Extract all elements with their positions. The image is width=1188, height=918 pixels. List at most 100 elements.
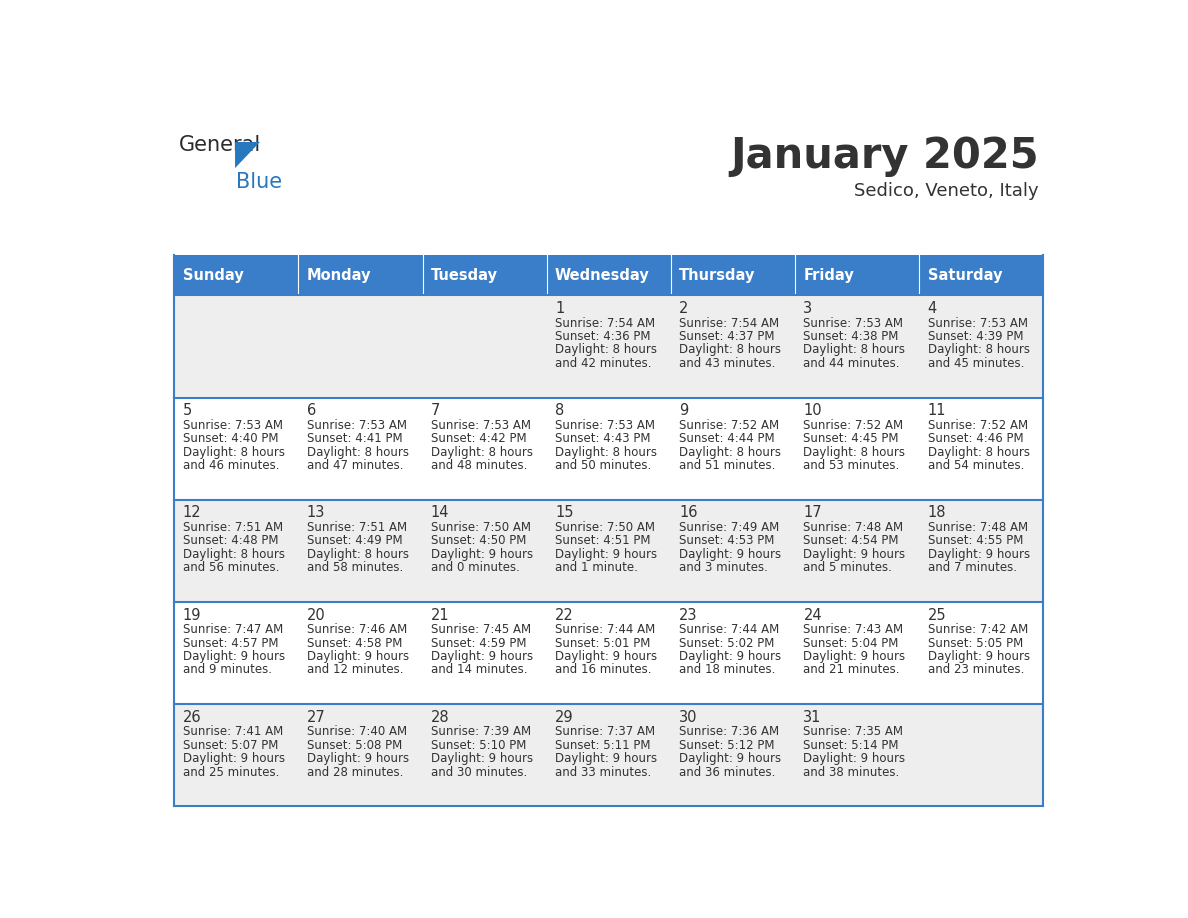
Text: 11: 11 <box>928 403 946 419</box>
Text: Sunrise: 7:35 AM: Sunrise: 7:35 AM <box>803 725 903 738</box>
Text: Sunset: 5:12 PM: Sunset: 5:12 PM <box>680 739 775 752</box>
Text: Sunset: 4:53 PM: Sunset: 4:53 PM <box>680 534 775 547</box>
Text: 7: 7 <box>431 403 441 419</box>
Text: Sunset: 4:48 PM: Sunset: 4:48 PM <box>183 534 278 547</box>
Text: Sunrise: 7:48 AM: Sunrise: 7:48 AM <box>803 521 904 534</box>
Text: Blue: Blue <box>236 173 282 193</box>
Text: Sunrise: 7:54 AM: Sunrise: 7:54 AM <box>555 317 655 330</box>
Text: Daylight: 9 hours: Daylight: 9 hours <box>803 548 905 561</box>
Text: and 33 minutes.: and 33 minutes. <box>555 766 651 778</box>
Text: and 56 minutes.: and 56 minutes. <box>183 561 279 575</box>
Text: Daylight: 9 hours: Daylight: 9 hours <box>183 752 285 766</box>
Text: Tuesday: Tuesday <box>431 268 498 283</box>
Text: and 30 minutes.: and 30 minutes. <box>431 766 527 778</box>
Text: Sunrise: 7:44 AM: Sunrise: 7:44 AM <box>680 623 779 636</box>
Text: Sunset: 4:57 PM: Sunset: 4:57 PM <box>183 636 278 650</box>
Text: 18: 18 <box>928 506 946 521</box>
Text: and 46 minutes.: and 46 minutes. <box>183 459 279 472</box>
Text: 14: 14 <box>431 506 449 521</box>
Text: and 12 minutes.: and 12 minutes. <box>307 664 403 677</box>
Text: Sunset: 5:02 PM: Sunset: 5:02 PM <box>680 636 775 650</box>
Text: and 21 minutes.: and 21 minutes. <box>803 664 899 677</box>
Text: Sunrise: 7:51 AM: Sunrise: 7:51 AM <box>183 521 283 534</box>
Text: Sunset: 4:40 PM: Sunset: 4:40 PM <box>183 432 278 445</box>
Text: Sunset: 5:07 PM: Sunset: 5:07 PM <box>183 739 278 752</box>
Text: Daylight: 8 hours: Daylight: 8 hours <box>307 445 409 459</box>
Bar <box>546 255 671 296</box>
Text: Daylight: 9 hours: Daylight: 9 hours <box>680 752 782 766</box>
Text: 12: 12 <box>183 506 201 521</box>
Text: General: General <box>179 135 261 155</box>
Text: and 14 minutes.: and 14 minutes. <box>431 664 527 677</box>
Text: Sunrise: 7:42 AM: Sunrise: 7:42 AM <box>928 623 1028 636</box>
Text: Daylight: 9 hours: Daylight: 9 hours <box>431 650 533 663</box>
Text: and 50 minutes.: and 50 minutes. <box>555 459 651 472</box>
Text: Sunset: 4:49 PM: Sunset: 4:49 PM <box>307 534 403 547</box>
Text: Sunset: 4:43 PM: Sunset: 4:43 PM <box>555 432 651 445</box>
Text: Sunset: 5:14 PM: Sunset: 5:14 PM <box>803 739 899 752</box>
Text: Sunset: 4:45 PM: Sunset: 4:45 PM <box>803 432 899 445</box>
Text: Sunset: 4:38 PM: Sunset: 4:38 PM <box>803 330 899 343</box>
Text: 31: 31 <box>803 710 822 725</box>
Text: 8: 8 <box>555 403 564 419</box>
Text: Daylight: 9 hours: Daylight: 9 hours <box>555 548 657 561</box>
Text: 15: 15 <box>555 506 574 521</box>
Text: and 23 minutes.: and 23 minutes. <box>928 664 1024 677</box>
Text: 21: 21 <box>431 608 449 622</box>
Text: Wednesday: Wednesday <box>555 268 650 283</box>
Text: 2: 2 <box>680 301 689 316</box>
Text: Daylight: 8 hours: Daylight: 8 hours <box>183 445 285 459</box>
Polygon shape <box>235 142 260 168</box>
Text: Daylight: 9 hours: Daylight: 9 hours <box>555 650 657 663</box>
Text: Sunset: 4:59 PM: Sunset: 4:59 PM <box>431 636 526 650</box>
Bar <box>175 499 1043 602</box>
Text: and 54 minutes.: and 54 minutes. <box>928 459 1024 472</box>
Text: 16: 16 <box>680 506 697 521</box>
Text: 3: 3 <box>803 301 813 316</box>
Text: Daylight: 8 hours: Daylight: 8 hours <box>803 445 905 459</box>
Text: Daylight: 9 hours: Daylight: 9 hours <box>431 548 533 561</box>
Text: Sunset: 4:39 PM: Sunset: 4:39 PM <box>928 330 1023 343</box>
Text: Sunrise: 7:53 AM: Sunrise: 7:53 AM <box>307 419 406 431</box>
Text: 27: 27 <box>307 710 326 725</box>
Text: and 38 minutes.: and 38 minutes. <box>803 766 899 778</box>
Text: Sunset: 5:10 PM: Sunset: 5:10 PM <box>431 739 526 752</box>
Text: Sunrise: 7:45 AM: Sunrise: 7:45 AM <box>431 623 531 636</box>
Text: and 58 minutes.: and 58 minutes. <box>307 561 403 575</box>
Text: Sunrise: 7:39 AM: Sunrise: 7:39 AM <box>431 725 531 738</box>
Text: Daylight: 8 hours: Daylight: 8 hours <box>680 343 782 356</box>
Text: and 43 minutes.: and 43 minutes. <box>680 357 776 370</box>
Text: Daylight: 9 hours: Daylight: 9 hours <box>307 650 409 663</box>
Text: 19: 19 <box>183 608 201 622</box>
Text: Daylight: 8 hours: Daylight: 8 hours <box>307 548 409 561</box>
Text: Sunset: 4:36 PM: Sunset: 4:36 PM <box>555 330 651 343</box>
Text: Friday: Friday <box>803 268 854 283</box>
Text: and 42 minutes.: and 42 minutes. <box>555 357 651 370</box>
Bar <box>920 255 1043 296</box>
Text: Sedico, Veneto, Italy: Sedico, Veneto, Italy <box>854 183 1038 200</box>
Text: Daylight: 9 hours: Daylight: 9 hours <box>803 650 905 663</box>
Text: 26: 26 <box>183 710 201 725</box>
Text: and 51 minutes.: and 51 minutes. <box>680 459 776 472</box>
Text: Sunrise: 7:52 AM: Sunrise: 7:52 AM <box>803 419 904 431</box>
Text: and 48 minutes.: and 48 minutes. <box>431 459 527 472</box>
Text: and 53 minutes.: and 53 minutes. <box>803 459 899 472</box>
Bar <box>298 255 423 296</box>
Text: Sunday: Sunday <box>183 268 244 283</box>
Text: and 25 minutes.: and 25 minutes. <box>183 766 279 778</box>
Text: 17: 17 <box>803 506 822 521</box>
Text: 10: 10 <box>803 403 822 419</box>
Text: Sunrise: 7:50 AM: Sunrise: 7:50 AM <box>431 521 531 534</box>
Text: Sunrise: 7:47 AM: Sunrise: 7:47 AM <box>183 623 283 636</box>
Text: January 2025: January 2025 <box>731 135 1038 177</box>
Text: Sunrise: 7:53 AM: Sunrise: 7:53 AM <box>183 419 283 431</box>
Text: Sunrise: 7:50 AM: Sunrise: 7:50 AM <box>555 521 655 534</box>
Text: Daylight: 9 hours: Daylight: 9 hours <box>555 752 657 766</box>
Text: 29: 29 <box>555 710 574 725</box>
Text: Daylight: 8 hours: Daylight: 8 hours <box>183 548 285 561</box>
Text: Sunrise: 7:44 AM: Sunrise: 7:44 AM <box>555 623 656 636</box>
Text: Daylight: 9 hours: Daylight: 9 hours <box>803 752 905 766</box>
Text: Daylight: 9 hours: Daylight: 9 hours <box>680 650 782 663</box>
Text: 24: 24 <box>803 608 822 622</box>
Text: Sunrise: 7:43 AM: Sunrise: 7:43 AM <box>803 623 904 636</box>
